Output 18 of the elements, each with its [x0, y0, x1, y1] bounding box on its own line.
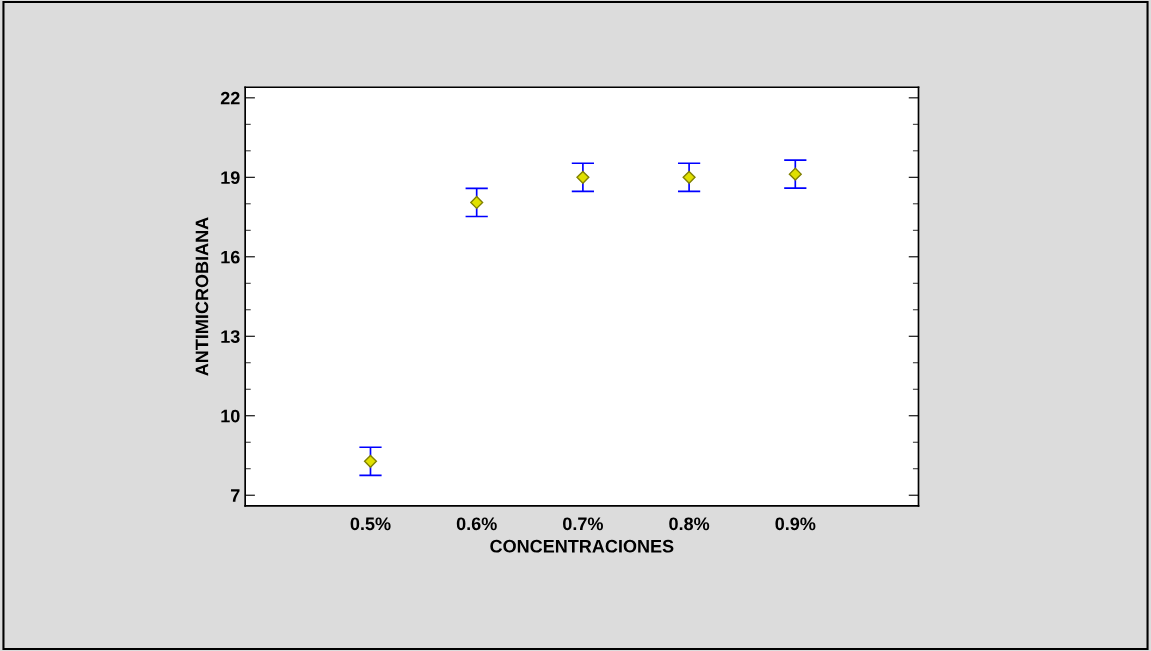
point [682, 170, 696, 184]
point [576, 170, 590, 184]
y-axis-title: ANTIMICROBIANA [195, 217, 209, 376]
y-tick-label: 19 [221, 171, 240, 185]
x-axis-title: CONCENTRACIONES [490, 539, 674, 553]
x-tick-label: 0.7% [563, 517, 603, 531]
y-tick-label: 22 [220, 91, 240, 105]
point [470, 195, 484, 210]
y-tick-label: 10 [221, 409, 240, 423]
y-tick-label: 16 [221, 250, 240, 264]
x-tick-label: 0.6% [456, 517, 497, 531]
x-tick-label: 0.9% [775, 517, 816, 531]
x-tick-label: 0.8% [669, 517, 710, 531]
point [363, 454, 378, 468]
point [788, 167, 802, 181]
x-tick-label: 0.5% [350, 517, 391, 531]
y-tick-label: 7 [231, 489, 240, 502]
y-tick-label: 13 [221, 330, 240, 344]
